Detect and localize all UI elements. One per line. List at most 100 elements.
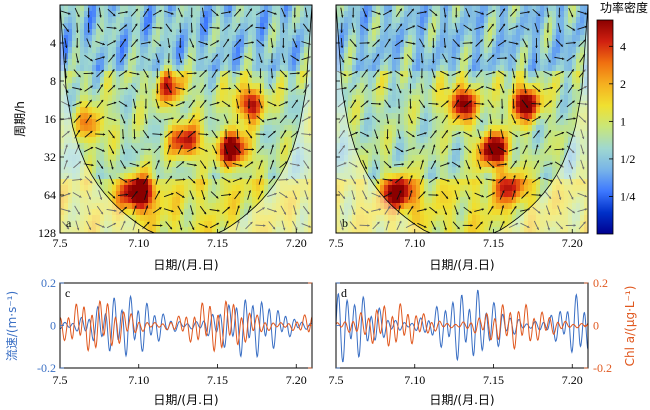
heat-cell xyxy=(504,197,509,204)
heat-cell xyxy=(288,203,293,210)
heat-cell xyxy=(532,5,537,12)
heat-cell xyxy=(512,137,517,144)
heat-cell xyxy=(164,191,169,198)
heat-cell xyxy=(196,197,201,204)
heat-cell xyxy=(500,47,505,54)
heat-cell xyxy=(72,131,77,138)
heat-cell xyxy=(216,107,221,114)
phase-arrow-head xyxy=(248,190,251,193)
heat-cell xyxy=(308,149,312,156)
heat-cell xyxy=(420,29,425,36)
heat-cell xyxy=(128,65,133,72)
heat-cell xyxy=(128,203,133,210)
heat-cell xyxy=(276,119,281,126)
heat-cell xyxy=(300,143,305,150)
heat-cell xyxy=(88,53,93,60)
heat-cell xyxy=(492,17,497,24)
heat-cell xyxy=(432,29,437,36)
heat-cell xyxy=(184,59,189,66)
heat-cell xyxy=(176,221,181,228)
heat-cell xyxy=(484,101,489,108)
heat-cell xyxy=(276,215,281,222)
heat-cell xyxy=(92,95,97,102)
phase-arrow-head xyxy=(124,70,128,73)
heat-cell xyxy=(420,227,425,233)
heat-cell xyxy=(132,107,137,114)
heat-cell xyxy=(376,47,381,54)
heat-cell xyxy=(256,197,261,204)
heat-cell xyxy=(96,77,101,84)
heat-cell xyxy=(112,215,117,222)
heat-cell xyxy=(244,161,249,168)
heat-cell xyxy=(444,167,449,174)
heat-cell xyxy=(488,59,493,66)
heat-cell xyxy=(404,149,409,156)
heat-cell xyxy=(260,149,265,156)
heat-cell xyxy=(92,41,97,48)
heat-cell xyxy=(528,23,533,30)
heat-cell xyxy=(116,35,121,42)
heat-cell xyxy=(252,47,257,54)
heat-cell xyxy=(508,95,513,102)
heat-cell xyxy=(404,167,409,174)
heat-cell xyxy=(72,101,77,108)
heat-cell xyxy=(456,65,461,72)
heat-cell xyxy=(172,77,177,84)
heat-cell xyxy=(380,5,385,12)
phase-arrow-head xyxy=(100,211,103,215)
phase-arrow-head xyxy=(261,43,265,47)
heat-cell xyxy=(380,77,385,84)
heat-cell xyxy=(360,221,365,228)
phase-arrow-head xyxy=(89,99,92,103)
heat-cell xyxy=(220,119,225,126)
heat-cell xyxy=(164,11,169,18)
heat-cell xyxy=(436,227,441,233)
heat-cell xyxy=(436,131,441,138)
heat-cell xyxy=(368,209,373,216)
heat-cell xyxy=(356,173,361,180)
heat-cell xyxy=(428,197,433,204)
heat-cell xyxy=(124,131,129,138)
heat-cell xyxy=(184,83,189,90)
heat-cell xyxy=(232,131,237,138)
heat-cell xyxy=(136,47,141,54)
heat-cell xyxy=(136,95,141,102)
heat-cell xyxy=(252,71,257,78)
heat-cell xyxy=(396,143,401,150)
heat-cell xyxy=(336,149,341,156)
heat-cell xyxy=(468,23,473,30)
heat-cell xyxy=(380,155,385,162)
heat-cell xyxy=(352,53,357,60)
heat-cell xyxy=(144,53,149,60)
heat-cell xyxy=(300,95,305,102)
heat-cell xyxy=(108,71,113,78)
heat-cell xyxy=(228,185,233,192)
heat-cell xyxy=(220,47,225,54)
heat-cell xyxy=(388,89,393,96)
heat-cell xyxy=(344,143,349,150)
heat-cell xyxy=(292,125,297,132)
heat-cell xyxy=(376,155,381,162)
heat-cell xyxy=(520,29,525,36)
phase-arrow-head xyxy=(224,137,228,140)
heat-cell xyxy=(272,221,277,228)
heat-cell xyxy=(156,221,161,228)
heat-cell xyxy=(348,221,353,228)
heat-cell xyxy=(188,221,193,228)
phase-arrow-head xyxy=(133,121,136,124)
heat-cell xyxy=(76,101,81,108)
heat-cell xyxy=(120,29,125,36)
heat-cell xyxy=(132,5,137,12)
heat-cell xyxy=(204,167,209,174)
heat-cell xyxy=(436,161,441,168)
heat-cell xyxy=(232,161,237,168)
heat-cell xyxy=(80,137,85,144)
heat-cell xyxy=(248,161,253,168)
heat-cell xyxy=(368,221,373,228)
heat-cell xyxy=(192,131,197,138)
heat-cell xyxy=(152,227,157,233)
heat-cell xyxy=(440,101,445,108)
heat-cell xyxy=(164,5,169,12)
heat-cell xyxy=(388,215,393,222)
phase-arrow-head xyxy=(102,42,105,46)
